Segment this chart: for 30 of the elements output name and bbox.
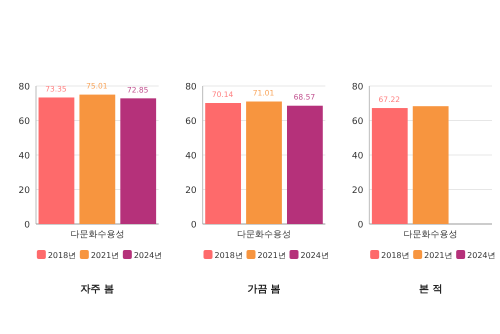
y-tick-label: 40 [352,152,364,162]
legend-label: 2024년 [134,251,162,260]
x-tick-label: 다문화수용성 [237,230,291,240]
legend-label: 2018년 [214,251,243,260]
y-tick-label: 60 [18,117,30,127]
y-tick-label: 20 [185,186,197,196]
legend-label: 2024년 [300,251,329,260]
text: 본 적 [418,284,442,295]
x-tick-label: 다문화수용성 [70,230,124,240]
y-tick-label: 0 [190,220,197,230]
y-tick-label: 80 [352,82,364,92]
legend-label: 2024년 [467,251,496,260]
legend-label: 2021년 [90,251,120,260]
legend-label: 2018년 [381,251,410,260]
y-tick-label: 60 [352,117,364,127]
y-tick-label: 0 [24,220,30,230]
legend-label: 2018년 [48,251,76,260]
text: 가끔 봄 [247,284,281,295]
text: 자주 봄 [80,284,114,295]
x-tick-label: 다문화수용성 [404,230,458,240]
y-tick-label: 20 [18,186,30,196]
y-tick-label: 40 [18,152,30,162]
y-tick-label: 20 [352,186,364,196]
y-tick-label: 0 [358,220,364,230]
y-tick-label: 60 [185,117,197,127]
legend-label: 2021년 [258,251,286,260]
y-tick-label: 80 [185,82,197,92]
y-tick-label: 80 [18,82,30,92]
legend-label: 2021년 [424,251,453,260]
y-tick-label: 40 [185,152,197,162]
